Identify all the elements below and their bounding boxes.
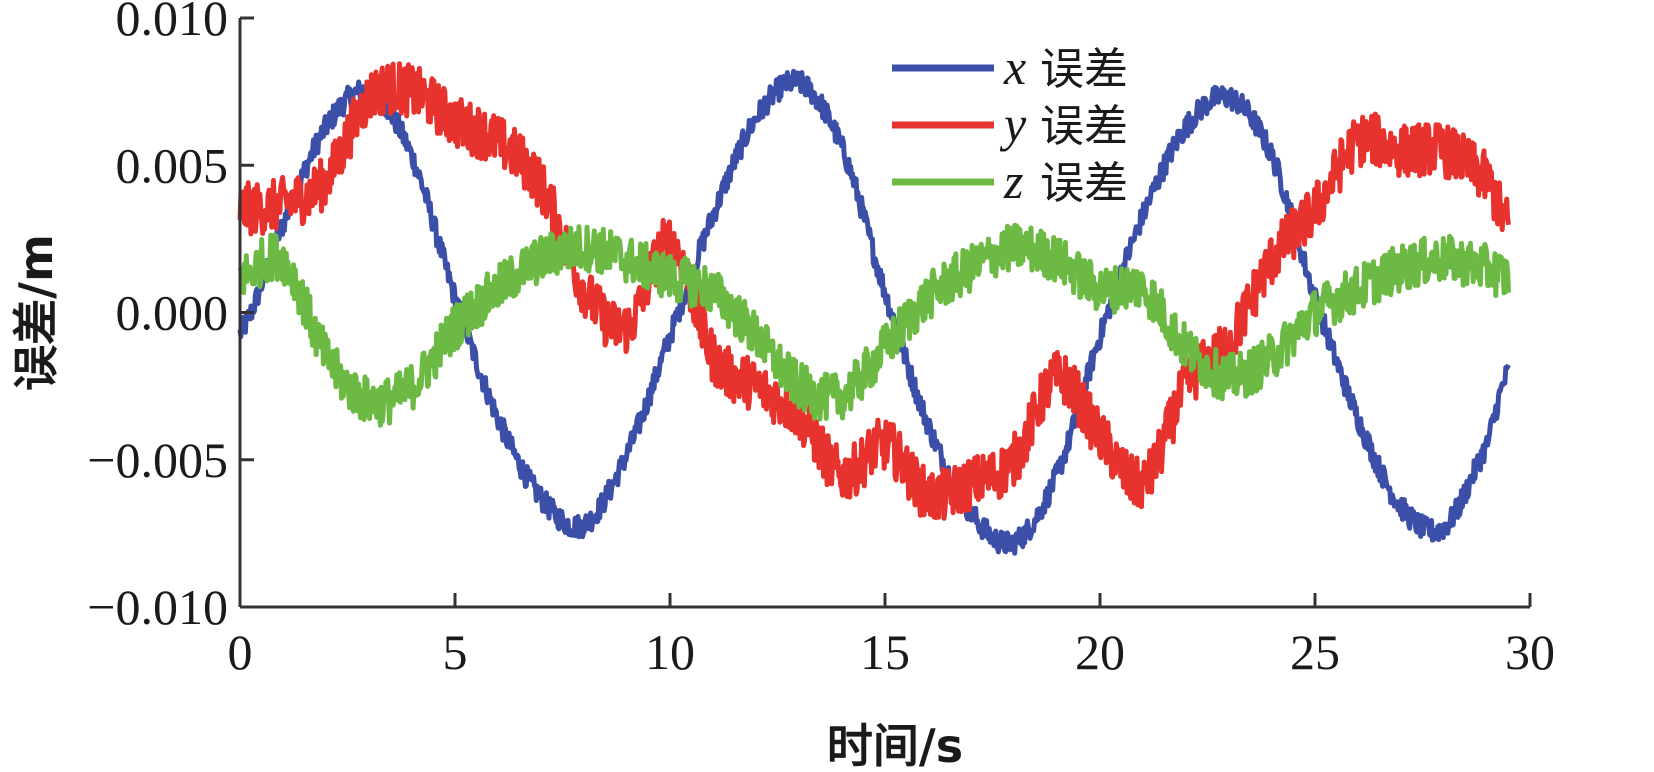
- x-tick-label: 20: [1075, 624, 1125, 680]
- x-tick-label: 0: [228, 624, 253, 680]
- legend-var-y: y: [999, 96, 1027, 152]
- x-axis-title: 时间/s: [827, 719, 963, 772]
- legend-label-y: 误差: [1040, 101, 1128, 152]
- series-line-y: [237, 61, 1511, 521]
- legend-label-z: 误差: [1040, 158, 1128, 209]
- y-tick-label: 0.005: [116, 137, 229, 193]
- y-tick-label: −0.005: [87, 432, 228, 488]
- y-tick-label: −0.010: [87, 579, 228, 635]
- y-tick-label: 0.010: [116, 0, 229, 46]
- y-axis-title: 误差/m: [9, 234, 63, 391]
- legend-var-z: z: [1003, 153, 1023, 209]
- x-tick-label: 30: [1505, 624, 1555, 680]
- ticks: 0 5 10 15 20 25 30 0.010 0.005 0.000 −0.005 −0.010: [87, 0, 1555, 680]
- x-tick-label: 10: [645, 624, 695, 680]
- series-line-z: [237, 222, 1511, 428]
- x-tick-label: 15: [860, 624, 910, 680]
- legend: x 误差 y 误差 z 误差: [892, 39, 1128, 209]
- x-tick-label: 25: [1290, 624, 1340, 680]
- x-tick-label: 5: [443, 624, 468, 680]
- y-tick-label: 0.000: [116, 285, 229, 341]
- legend-var-x: x: [1003, 39, 1026, 95]
- series-layer: [237, 61, 1511, 556]
- legend-label-x: 误差: [1040, 44, 1128, 95]
